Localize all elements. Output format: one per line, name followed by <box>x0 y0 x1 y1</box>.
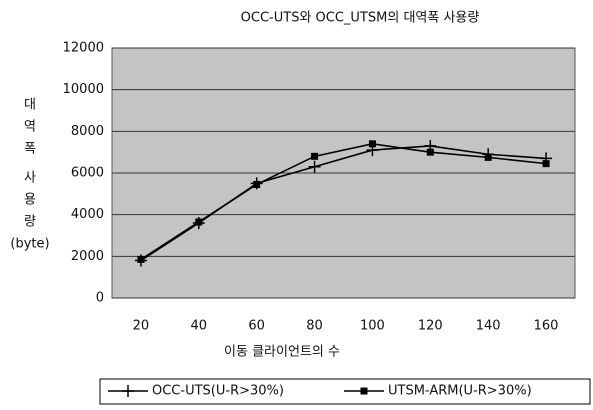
y-axis-label: 사 <box>24 171 36 186</box>
series-line <box>140 143 547 261</box>
marker <box>137 255 145 263</box>
y-axis-label: 용 <box>24 193 36 208</box>
chart-title: OCC-UTS와 OCC_UTSM의 대역폭 사용량 <box>241 11 480 26</box>
y-tick-label: 2000 <box>71 249 104 264</box>
marker <box>542 160 550 168</box>
marker <box>484 153 492 161</box>
x-tick-label: 40 <box>191 319 208 334</box>
marker <box>311 152 319 160</box>
y-tick-label: 4000 <box>71 207 104 222</box>
y-axis-label: 역 <box>24 120 36 135</box>
y-axis-label: 폭 <box>24 142 36 157</box>
marker <box>122 385 134 397</box>
legend-label: OCC-UTS(U-R>30%) <box>152 384 284 399</box>
x-tick-label: 120 <box>418 319 443 334</box>
y-axis-label: 대 <box>24 98 36 113</box>
marker <box>308 160 321 173</box>
x-tick-label: 80 <box>306 319 323 334</box>
y-tick-label: 0 <box>96 291 104 306</box>
legend-label: UTSM-ARM(U-R>30%) <box>388 384 532 399</box>
marker <box>253 180 261 188</box>
y-axis-label: (byte) <box>10 237 49 252</box>
x-tick-label: 20 <box>133 319 150 334</box>
x-axis-label: 이동 클라이언트의 수 <box>224 345 340 360</box>
marker <box>360 387 368 395</box>
x-tick-label: 160 <box>534 319 559 334</box>
y-axis-label: 량 <box>24 215 36 230</box>
marker <box>195 218 203 226</box>
y-tick-label: 6000 <box>71 166 104 181</box>
x-tick-label: 60 <box>248 319 265 334</box>
x-tick-label: 100 <box>360 319 385 334</box>
y-tick-label: 8000 <box>71 124 104 139</box>
y-tick-label: 10000 <box>63 82 104 97</box>
marker <box>368 140 376 148</box>
marker <box>426 148 434 156</box>
x-tick-label: 140 <box>476 319 501 334</box>
y-tick-label: 12000 <box>63 41 104 56</box>
